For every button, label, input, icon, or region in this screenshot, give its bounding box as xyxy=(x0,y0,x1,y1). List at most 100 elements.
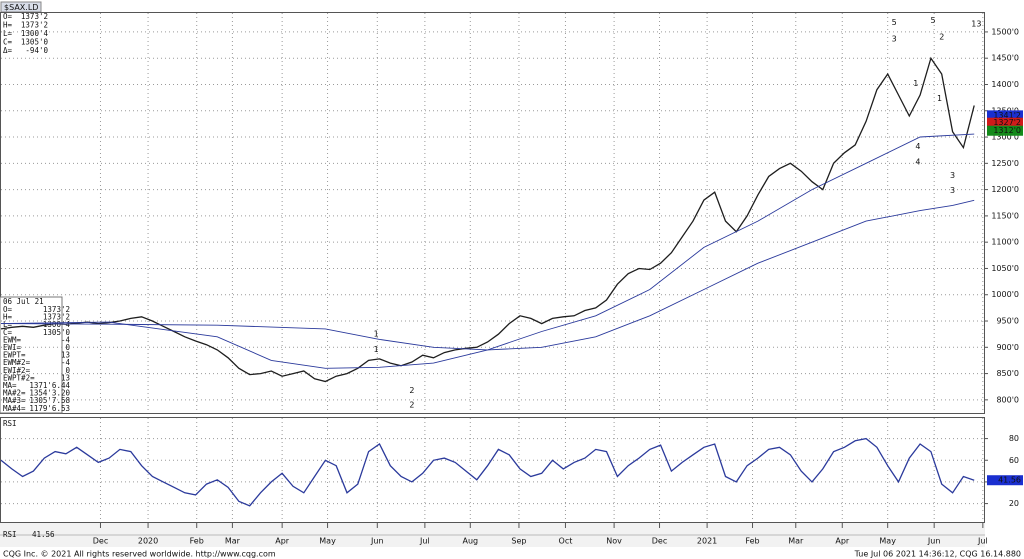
quote-value: 1373'2 xyxy=(21,21,48,30)
wave-label: 5 xyxy=(931,16,936,25)
info-key: EWI= xyxy=(3,343,22,352)
wave-label: 4 xyxy=(915,142,920,151)
quote-key: L= xyxy=(3,29,13,38)
wave-label: 1 xyxy=(937,94,942,103)
info-value: 1179'6.53 xyxy=(29,404,70,413)
info-value: -4 xyxy=(61,335,71,344)
series-line xyxy=(0,437,975,507)
y-tick-label: 1050'0 xyxy=(991,264,1019,273)
price-marker-label: 1327'2 xyxy=(993,118,1021,127)
info-value: 1305'7.58 xyxy=(29,396,70,405)
x-tick-label: 2020 xyxy=(138,537,158,546)
wave-label: 3 xyxy=(892,34,897,43)
wave-label: 4 xyxy=(915,157,920,166)
x-tick-label: Aug xyxy=(462,537,478,546)
info-value: 0 xyxy=(65,366,70,375)
y-tick-label: 1500'0 xyxy=(991,27,1019,36)
rsi-marker-label: 41.56 xyxy=(998,476,1021,485)
y-tick-label: 80 xyxy=(1009,434,1019,443)
info-date: 06 Jul 21 xyxy=(3,297,44,306)
quote-value: 1373'2 xyxy=(21,12,48,21)
x-tick-label: Jun xyxy=(927,537,941,546)
info-key: EWPT#2= xyxy=(3,373,35,382)
info-key: L= xyxy=(3,320,13,329)
info-key: EWI#2= xyxy=(3,366,31,375)
info-value: 1373'2 xyxy=(43,305,70,314)
x-tick-label: 2021 xyxy=(697,537,717,546)
price-marker-label: 1341'2 xyxy=(993,111,1021,120)
info-value: 1300'4 xyxy=(43,320,71,329)
wave-label: 3 xyxy=(950,186,955,195)
x-tick-label: Dec xyxy=(93,537,108,546)
info-value: 1371'6.44 xyxy=(29,381,70,390)
quote-value: -94'0 xyxy=(25,46,48,55)
wave-label: 2 xyxy=(939,33,944,42)
x-tick-label: Apr xyxy=(275,537,290,546)
info-value: 1373'2 xyxy=(43,313,70,322)
x-tick-label: Nov xyxy=(606,537,622,546)
price-marker-label: 1312'0 xyxy=(993,126,1021,135)
rsi-title: RSI xyxy=(3,419,17,428)
info-key: C= xyxy=(3,328,13,337)
info-key: MA#4= xyxy=(3,404,26,413)
y-tick-label: 900'0 xyxy=(996,343,1019,352)
x-tick-label: May xyxy=(319,537,336,546)
x-tick-label: Feb xyxy=(190,537,204,546)
wave-label: 1 xyxy=(374,345,379,354)
footer-right: Tue Jul 06 2021 14:36:12, CQG 16.14.880 xyxy=(854,550,1021,559)
y-tick-label: 20 xyxy=(1009,499,1019,508)
info-key: EWM= xyxy=(3,335,22,344)
y-tick-label: 1400'0 xyxy=(991,80,1019,89)
wave-label: 3 xyxy=(950,171,955,180)
quote-key: O= xyxy=(3,12,13,21)
x-tick-label: Sep xyxy=(511,537,526,546)
info-key: MA= xyxy=(3,381,17,390)
rsi-left-label: RSI xyxy=(3,530,17,539)
price-marker xyxy=(987,110,1023,121)
moving-average xyxy=(0,133,975,369)
wave-label: 2 xyxy=(409,401,414,410)
info-value: -4 xyxy=(61,358,71,367)
quote-key: Δ= xyxy=(3,46,13,55)
wave-label: 2 xyxy=(409,386,414,395)
y-tick-label: 950'0 xyxy=(996,317,1019,326)
x-tick-label: Oct xyxy=(559,537,573,546)
x-tick-label: Mar xyxy=(225,537,241,546)
y-tick-label: 1300'0 xyxy=(991,133,1019,142)
price-marker xyxy=(987,117,1023,128)
y-tick-label: 1450'0 xyxy=(991,54,1019,63)
y-tick-label: 1150'0 xyxy=(991,211,1019,220)
info-key: H= xyxy=(3,313,13,322)
footer-left: CQG Inc. © 2021 All rights reserved worl… xyxy=(3,550,276,559)
y-tick-label: 800'0 xyxy=(996,395,1019,404)
info-value: 0 xyxy=(65,343,70,352)
x-tick-label: Jul xyxy=(977,537,988,546)
price-panel xyxy=(0,12,985,414)
wave-label: 5 xyxy=(892,18,897,27)
rsi-left-value: 41.56 xyxy=(32,530,55,539)
price-marker xyxy=(987,125,1023,136)
wave-label: 13 xyxy=(971,20,981,29)
rsi-marker xyxy=(987,475,1023,486)
y-tick-label: 60 xyxy=(1009,456,1019,465)
info-key: MA#2= xyxy=(3,389,26,398)
series-line xyxy=(0,56,975,383)
info-value: 13 xyxy=(61,373,70,382)
x-tick-label: Mar xyxy=(788,537,804,546)
y-tick-label: 1100'0 xyxy=(991,238,1019,247)
x-tick-label: May xyxy=(879,537,896,546)
info-key: O= xyxy=(3,305,13,314)
info-box xyxy=(0,296,63,414)
info-key: MA#3= xyxy=(3,396,26,405)
x-tick-label: Jul xyxy=(419,537,430,546)
info-key: EWPT= xyxy=(3,351,26,360)
quote-value: 1300'4 xyxy=(21,29,49,38)
y-tick-label: 1250'0 xyxy=(991,159,1019,168)
info-value: 13 xyxy=(61,351,70,360)
wave-label: 1 xyxy=(374,330,379,339)
x-tick-label: Dec xyxy=(652,537,667,546)
rsi-panel xyxy=(0,417,985,523)
x-tick-label: Apr xyxy=(835,537,850,546)
